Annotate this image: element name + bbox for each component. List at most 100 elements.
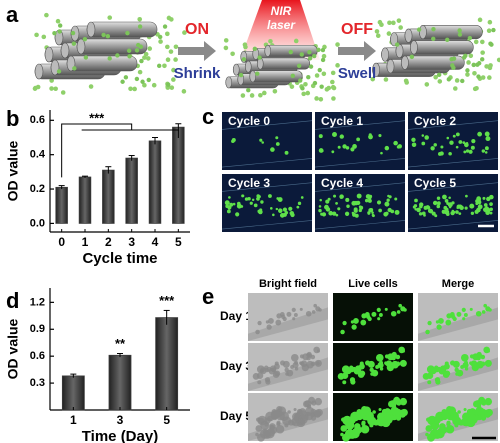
cell-dot [257, 380, 262, 385]
green-dot [487, 75, 492, 80]
bar [108, 354, 132, 411]
cell-dot [284, 150, 289, 155]
cell-dot [269, 424, 274, 429]
cell-dot [288, 206, 293, 211]
cell-dot [318, 148, 324, 153]
cell-dot [445, 424, 455, 434]
green-dot [307, 56, 313, 61]
cell-dot [362, 406, 372, 416]
green-dot [320, 57, 326, 63]
cell-dot [458, 140, 463, 144]
green-dot [173, 57, 178, 62]
cell-dot [443, 363, 450, 370]
rod-end [44, 46, 54, 63]
green-dot [34, 32, 39, 38]
cell-dot [461, 421, 466, 426]
bar [125, 157, 138, 224]
green-dot [308, 64, 314, 69]
rod-end [232, 63, 240, 76]
cell-dot [305, 310, 312, 317]
cell-dot [367, 416, 377, 426]
green-dot [165, 31, 170, 37]
cell-dot [231, 139, 235, 144]
cell-dot [327, 197, 331, 201]
green-dot [134, 48, 140, 53]
cell-dot [292, 317, 296, 321]
green-dot [252, 46, 258, 52]
cell-dot [345, 197, 350, 202]
green-dot [246, 87, 251, 93]
cell-dot [455, 145, 459, 149]
green-dot [374, 29, 380, 34]
cell-dot [342, 433, 350, 442]
green-dot [450, 63, 455, 68]
cell-dot [280, 360, 286, 366]
cell-dot [476, 360, 484, 369]
cell-dot [306, 360, 314, 369]
cell-dot [365, 360, 371, 366]
cell-dot [371, 211, 374, 214]
cell-dot [379, 360, 384, 365]
cell-dot [343, 417, 350, 424]
cell-dot [333, 194, 337, 198]
channel-edge [407, 182, 499, 192]
y-tick-label: 0.2 [30, 183, 45, 195]
cell-dot [438, 318, 444, 324]
bar [78, 176, 92, 224]
cell-dot [314, 397, 323, 406]
rod-end [34, 63, 44, 80]
cell-label: Cycle 5 [414, 176, 456, 190]
channel-edge [407, 120, 499, 130]
cell-dot [350, 429, 360, 439]
green-dot [466, 60, 471, 65]
cell-dot [387, 400, 395, 408]
rod-end [418, 24, 427, 40]
green-dot [486, 28, 492, 34]
channel-edge [221, 120, 313, 130]
green-dot [272, 88, 278, 94]
cell-dot [308, 396, 316, 404]
green-dot [472, 70, 477, 76]
green-dot [240, 93, 246, 98]
error-bar [105, 166, 112, 174]
panel-label: e [202, 284, 214, 309]
green-dot [446, 77, 452, 82]
green-dot [379, 22, 384, 27]
green-dot [437, 79, 443, 84]
cell-dot [481, 310, 486, 314]
green-dot [146, 77, 151, 83]
cell-dot [364, 198, 369, 203]
cell-dot [266, 366, 272, 372]
cell-dot [361, 421, 366, 427]
green-dot [301, 91, 306, 97]
green-dot [165, 57, 171, 63]
green-dot [489, 42, 494, 47]
green-dot [476, 61, 482, 66]
green-dot [55, 18, 61, 24]
rod-end [264, 44, 272, 57]
green-dot [238, 72, 244, 78]
error-bar [70, 373, 77, 378]
green-dot [138, 44, 144, 49]
cell-dot [433, 143, 437, 147]
cell-dot [321, 212, 327, 217]
cell-dot [442, 371, 450, 378]
green-dot [409, 54, 415, 60]
cell-dot [489, 194, 494, 200]
cell-dot [383, 414, 393, 424]
microscopy-tile [333, 393, 413, 442]
cell-dot [313, 303, 318, 308]
green-dot [335, 42, 340, 47]
green-dot [386, 31, 392, 36]
cell-dot [298, 414, 308, 424]
cell-dot [249, 201, 253, 205]
cell-dot [430, 146, 435, 151]
rod-end [372, 62, 380, 77]
cell-dot [475, 202, 479, 206]
channel-edge [314, 220, 406, 230]
cell-dot [448, 151, 452, 156]
bar [148, 140, 162, 224]
cell-dot [264, 417, 271, 424]
cell-dot [259, 138, 263, 142]
row-label: Day 5 [220, 409, 252, 423]
